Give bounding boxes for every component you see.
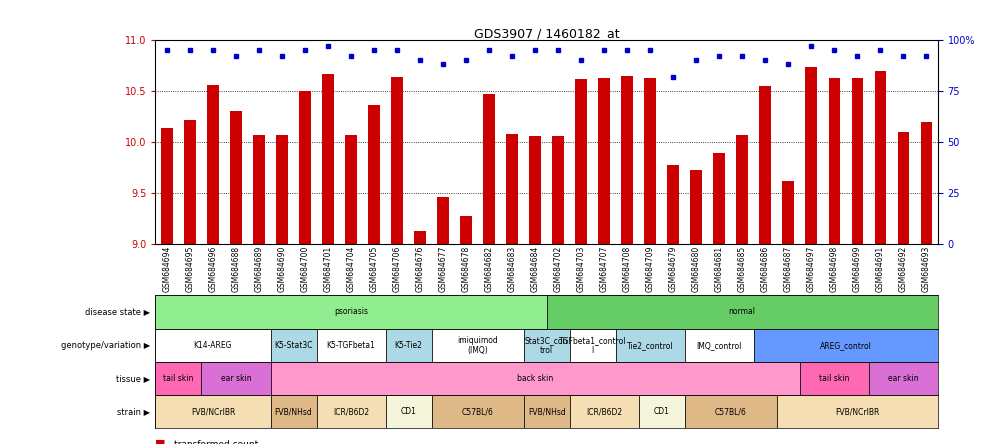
Text: genotype/variation ▶: genotype/variation ▶ <box>61 341 150 350</box>
Bar <box>805 67 817 244</box>
Text: K5-Tie2: K5-Tie2 <box>394 341 422 350</box>
Bar <box>615 329 684 362</box>
Text: ear skin: ear skin <box>220 374 252 383</box>
Text: FVB/NHsd: FVB/NHsd <box>275 407 312 416</box>
Text: AREG_control: AREG_control <box>819 341 871 350</box>
Text: FVB/NCrIBR: FVB/NCrIBR <box>835 407 879 416</box>
Bar <box>753 329 937 362</box>
Bar <box>851 78 862 244</box>
Bar <box>644 78 655 244</box>
Bar <box>684 395 776 428</box>
Bar <box>569 329 615 362</box>
Bar <box>368 105 380 244</box>
Bar <box>155 362 201 395</box>
Text: K5-Stat3C: K5-Stat3C <box>274 341 313 350</box>
Bar <box>271 329 317 362</box>
Bar <box>317 329 385 362</box>
Bar <box>776 395 937 428</box>
Bar <box>712 153 724 244</box>
Bar <box>552 136 563 244</box>
Bar <box>276 135 288 244</box>
Bar <box>638 395 684 428</box>
Text: back skin: back skin <box>516 374 553 383</box>
Text: FVB/NCrIBR: FVB/NCrIBR <box>190 407 234 416</box>
Bar <box>799 362 868 395</box>
Text: K5-TGFbeta1: K5-TGFbeta1 <box>327 341 375 350</box>
Text: disease state ▶: disease state ▶ <box>85 307 150 317</box>
Bar <box>569 395 638 428</box>
Bar <box>598 78 609 244</box>
Bar <box>782 181 794 244</box>
Bar <box>437 197 448 244</box>
Bar <box>271 362 799 395</box>
Text: Stat3C_con
trol: Stat3C_con trol <box>524 336 568 355</box>
Text: tail skin: tail skin <box>819 374 849 383</box>
Bar <box>483 94 494 244</box>
Text: FVB/NHsd: FVB/NHsd <box>527 407 565 416</box>
Bar <box>689 170 701 244</box>
Bar <box>414 231 426 244</box>
Bar <box>874 71 885 244</box>
Text: TGFbeta1_control
l: TGFbeta1_control l <box>558 336 626 355</box>
Text: tail skin: tail skin <box>163 374 193 383</box>
Title: GDS3907 / 1460182_at: GDS3907 / 1460182_at <box>473 27 619 40</box>
Bar <box>523 329 569 362</box>
Bar <box>684 329 753 362</box>
Bar <box>506 134 517 244</box>
Text: psoriasis: psoriasis <box>334 307 368 317</box>
Bar <box>431 395 523 428</box>
Bar <box>253 135 265 244</box>
Bar <box>155 329 271 362</box>
Text: ear skin: ear skin <box>887 374 918 383</box>
Text: imiquimod
(IMQ): imiquimod (IMQ) <box>457 336 497 355</box>
Text: ■: ■ <box>155 439 165 444</box>
Bar <box>759 86 771 244</box>
Bar <box>299 91 311 244</box>
Bar <box>828 78 840 244</box>
Bar <box>317 395 385 428</box>
Text: transformed count: transformed count <box>173 440 258 444</box>
Bar <box>431 329 523 362</box>
Text: normal: normal <box>728 307 755 317</box>
Bar <box>575 79 586 244</box>
Bar <box>523 395 569 428</box>
Bar <box>391 77 403 244</box>
Bar <box>546 295 937 329</box>
Bar <box>161 128 172 244</box>
Text: K14-AREG: K14-AREG <box>193 341 232 350</box>
Bar <box>322 74 334 244</box>
Text: C57BL/6: C57BL/6 <box>714 407 745 416</box>
Bar <box>271 395 317 428</box>
Text: ICR/B6D2: ICR/B6D2 <box>333 407 369 416</box>
Text: tissue ▶: tissue ▶ <box>116 374 150 383</box>
Bar <box>345 135 357 244</box>
Bar <box>529 136 540 244</box>
Text: IMQ_control: IMQ_control <box>695 341 741 350</box>
Bar <box>621 75 632 244</box>
Bar <box>201 362 271 395</box>
Bar <box>460 216 471 244</box>
Text: ICR/B6D2: ICR/B6D2 <box>585 407 621 416</box>
Bar <box>868 362 937 395</box>
Bar <box>385 395 431 428</box>
Bar <box>207 85 218 244</box>
Bar <box>920 122 931 244</box>
Bar <box>184 119 195 244</box>
Bar <box>897 132 908 244</box>
Bar <box>385 329 431 362</box>
Text: CD1: CD1 <box>653 407 669 416</box>
Bar <box>230 111 241 244</box>
Bar <box>155 295 546 329</box>
Text: CD1: CD1 <box>400 407 416 416</box>
Bar <box>155 395 271 428</box>
Bar <box>666 165 678 244</box>
Text: C57BL/6: C57BL/6 <box>461 407 493 416</box>
Text: strain ▶: strain ▶ <box>117 407 150 416</box>
Text: Tie2_control: Tie2_control <box>626 341 672 350</box>
Bar <box>735 135 747 244</box>
